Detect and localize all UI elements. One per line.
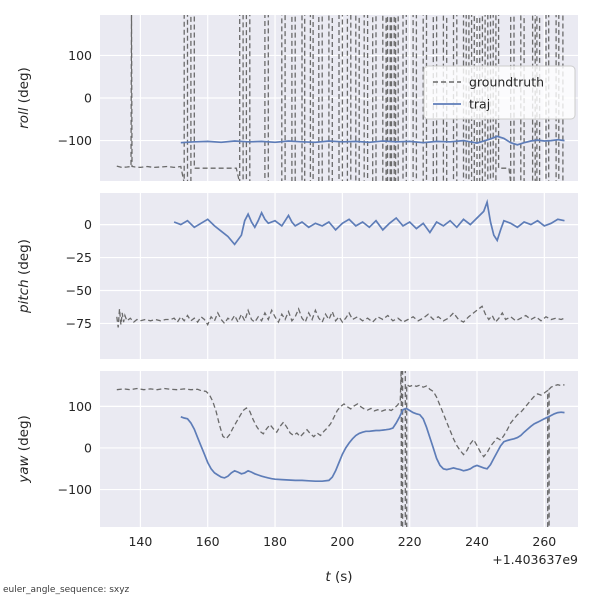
ylabel-yaw: yaw (deg) [16, 415, 32, 484]
series-traj-yaw [180, 407, 565, 483]
footer-note: euler_angle_sequence: sxyz [0, 585, 133, 597]
series-groundtruth-pitch [116, 305, 565, 328]
xtick-label: 200 [330, 534, 354, 549]
legend: groundtruth traj [423, 65, 576, 120]
ylabel-pitch: pitch (deg) [16, 239, 32, 314]
xtick-label: 220 [398, 534, 422, 549]
ytick-label: −100 [58, 133, 92, 148]
xtick-label: 260 [532, 534, 556, 549]
plot-area-yaw [100, 371, 578, 527]
series-groundtruth-yaw [116, 371, 565, 527]
xtick-label: 140 [128, 534, 152, 549]
ytick-label: 100 [68, 399, 92, 414]
ytick-label: 0 [84, 91, 92, 106]
ylabel-roll: roll (deg) [16, 67, 32, 129]
ytick-label: −25 [66, 250, 92, 265]
ytick-label: −75 [66, 316, 92, 331]
series-traj-roll [180, 135, 565, 146]
ytick-label: 0 [84, 217, 92, 232]
legend-label-groundtruth: groundtruth [469, 75, 544, 90]
subplot-pitch: 0 −25 −50 −75 pitch (deg) [16, 193, 578, 359]
xtick-label: 160 [196, 534, 220, 549]
legend-box [423, 65, 576, 120]
series-traj-pitch [173, 198, 565, 246]
ytick-label: 0 [84, 440, 92, 455]
x-offset-text: +1.403637e9 [492, 552, 578, 567]
ytick-label: 100 [68, 48, 92, 63]
xlabel: t (s) [325, 569, 352, 585]
ytick-label: −100 [58, 482, 92, 497]
xtick-label: 240 [465, 534, 489, 549]
subplot-yaw: 100 0 −100 yaw (deg) 140 160 180 200 220 240 260 +1… [16, 371, 578, 585]
plot-area-pitch [100, 193, 578, 359]
ytick-label: −50 [66, 283, 92, 298]
legend-label-traj: traj [469, 97, 490, 112]
xtick-label: 180 [263, 534, 287, 549]
